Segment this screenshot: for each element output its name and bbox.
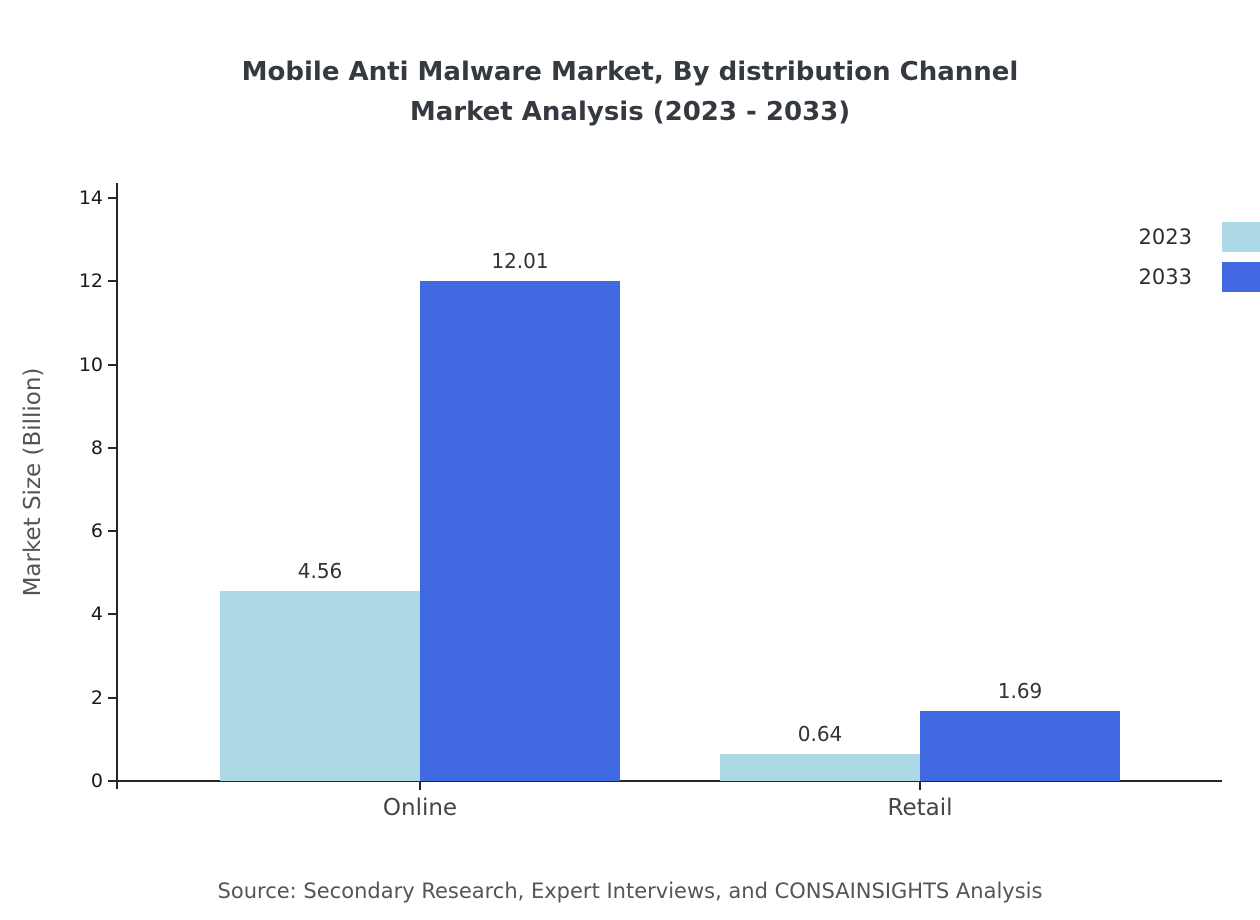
chart-title-line2: Market Analysis (2023 - 2033): [409, 97, 851, 127]
plot-area: 4.56 12.01 0.64 1.69: [118, 198, 1222, 781]
x-tick-mark: [919, 782, 921, 790]
x-category-label-online: Online: [382, 795, 458, 821]
value-label-retail-2033: 1.69: [997, 678, 1043, 703]
legend-row-2023: 2023: [1139, 222, 1260, 252]
y-tick-mark: [108, 780, 116, 782]
y-tick-mark: [108, 446, 116, 449]
bar-retail-2023: [720, 754, 920, 781]
legend: 2023 2033: [1139, 222, 1260, 292]
legend-label-2033: 2033: [1138, 265, 1192, 289]
value-label-retail-2023: 0.64: [797, 722, 843, 747]
y-tick-label: 10: [78, 353, 103, 376]
y-tick-label: 8: [90, 436, 103, 459]
legend-swatch-2023: [1222, 222, 1260, 252]
value-label-online-2023: 4.56: [297, 559, 343, 584]
legend-row-2033: 2033: [1139, 262, 1260, 292]
y-tick-label: 14: [78, 187, 103, 209]
y-axis-label: Market Size (Billion): [20, 367, 46, 597]
bar-retail-2033: [920, 710, 1120, 781]
legend-label-2023: 2023: [1138, 225, 1192, 249]
y-tick-mark: [108, 280, 116, 283]
y-axis-line: [116, 183, 118, 789]
y-tick-label: 0: [90, 770, 103, 792]
bar-online-2023: [220, 591, 420, 781]
source-note: Source: Secondary Research, Expert Inter…: [217, 879, 1043, 903]
y-tick-mark: [108, 696, 116, 699]
y-tick-label: 6: [90, 520, 103, 543]
y-tick-label: 4: [90, 603, 103, 626]
y-tick-mark: [108, 363, 116, 366]
value-label-online-2033: 12.01: [491, 248, 549, 273]
y-tick-mark: [108, 530, 116, 533]
y-tick-label: 2: [90, 686, 103, 709]
bar-online-2033: [420, 280, 620, 781]
y-tick-mark: [108, 613, 116, 616]
legend-swatch-2033: [1222, 262, 1260, 292]
x-axis-line: [116, 780, 1222, 782]
y-tick-mark: [108, 197, 116, 199]
chart-title: Mobile Anti Malware Market, By distribut…: [0, 52, 1260, 132]
x-category-label-retail: Retail: [887, 795, 953, 821]
x-tick-mark: [419, 782, 421, 790]
chart-title-line1: Mobile Anti Malware Market, By distribut…: [241, 57, 1019, 87]
y-tick-label: 12: [78, 270, 103, 293]
